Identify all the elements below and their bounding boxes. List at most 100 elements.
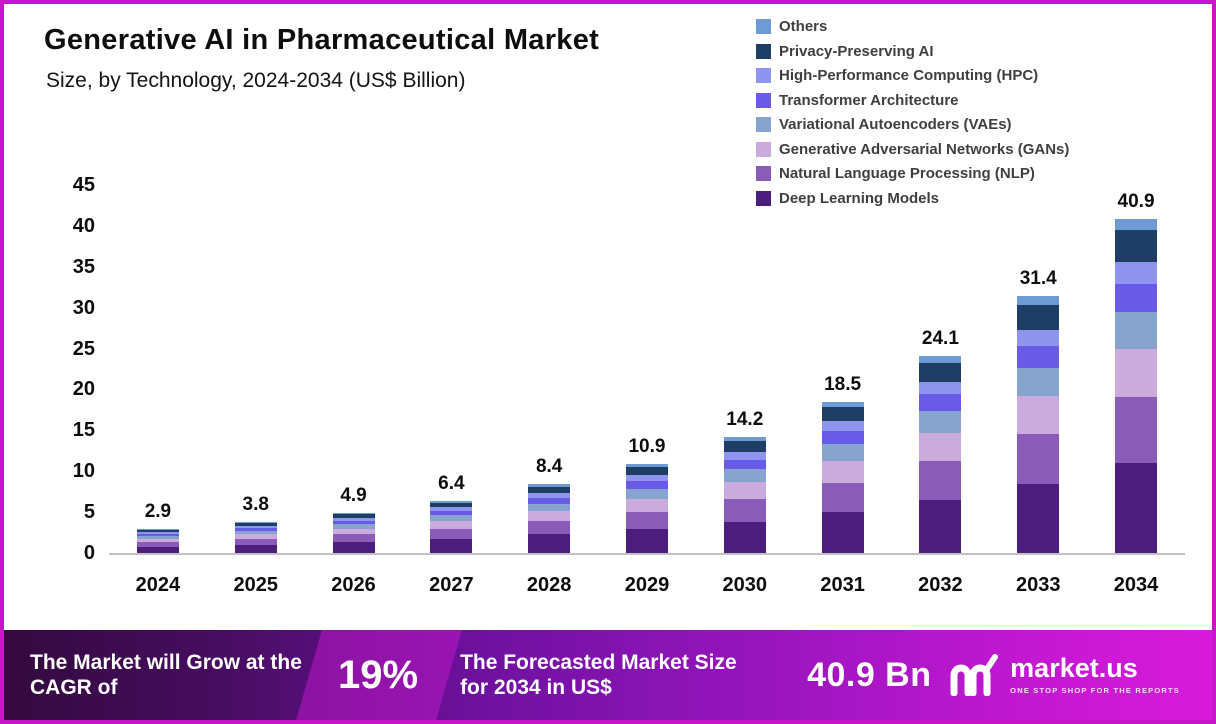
segment-generative-adversarial-networks-gans xyxy=(332,528,375,535)
segment-transformer-architecture xyxy=(1115,283,1158,313)
x-tick-label-2028: 2028 xyxy=(526,574,572,596)
chart-legend: Others Privacy-Preserving AI High-Performa… xyxy=(756,18,1069,207)
segment-privacy-preserving-ai xyxy=(919,362,962,382)
brand-name: market.us xyxy=(1010,653,1138,683)
segment-others xyxy=(723,436,766,442)
y-tick-label-40: 40 xyxy=(72,214,95,237)
segment-generative-adversarial-networks-gans xyxy=(430,521,473,529)
segment-generative-adversarial-networks-gans xyxy=(919,432,962,462)
legend-item-natural-language-processing-nlp: Natural Language Processing (NLP) xyxy=(756,165,1069,182)
bar-2028: 8.4 xyxy=(500,187,598,553)
segment-high-performance-computing-hpc xyxy=(234,525,277,529)
bar-2025: 3.8 xyxy=(207,187,305,553)
forecast-value: 40.9 Bn xyxy=(807,655,932,694)
bar-2030: 14.2 xyxy=(696,187,794,553)
segment-generative-adversarial-networks-gans xyxy=(1017,396,1060,434)
segment-transformer-architecture xyxy=(332,520,375,525)
y-tick-label-30: 30 xyxy=(72,296,95,319)
segment-high-performance-computing-hpc xyxy=(723,452,766,460)
segment-others xyxy=(430,500,473,503)
segment-high-performance-computing-hpc xyxy=(1115,262,1158,284)
segment-privacy-preserving-ai xyxy=(821,407,864,422)
bar-stack-2033 xyxy=(1017,296,1060,553)
y-tick-label-45: 45 xyxy=(72,174,95,196)
x-axis-labels: 2024 2025 2026 2027 2028 2029 2030 2031 2032 2033… xyxy=(109,574,1185,597)
segment-generative-adversarial-networks-gans xyxy=(1115,349,1158,398)
bar-stack-2025 xyxy=(234,522,277,553)
y-tick-label-35: 35 xyxy=(72,255,95,278)
bar-stack-2032 xyxy=(919,355,962,553)
segment-variational-autoencoders-vaes xyxy=(332,524,375,529)
segment-variational-autoencoders-vaes xyxy=(625,488,668,499)
legend-swatch-icon xyxy=(756,43,771,59)
segment-transformer-architecture xyxy=(136,533,179,536)
x-tick-label-2024: 2024 xyxy=(135,574,181,596)
bar-stack-2034 xyxy=(1115,218,1158,553)
x-tick-label-2026: 2026 xyxy=(331,574,376,596)
segment-deep-learning-models xyxy=(919,499,962,553)
segment-privacy-preserving-ai xyxy=(723,441,766,453)
segment-variational-autoencoders-vaes xyxy=(919,411,962,433)
segment-transformer-architecture xyxy=(625,481,668,489)
bar-stack-2029 xyxy=(625,463,668,553)
bar-2027: 6.4 xyxy=(402,187,500,553)
bar-total-label-2029: 10.9 xyxy=(628,435,666,457)
segment-transformer-architecture xyxy=(723,459,766,470)
legend-swatch-icon xyxy=(756,166,771,181)
segment-natural-language-processing-nlp xyxy=(625,511,668,529)
segment-natural-language-processing-nlp xyxy=(821,482,864,513)
segment-variational-autoencoders-vaes xyxy=(821,444,864,461)
segment-high-performance-computing-hpc xyxy=(136,532,179,534)
legend-label: High-Performance Computing (HPC) xyxy=(779,67,1039,84)
segment-natural-language-processing-nlp xyxy=(919,461,962,500)
segment-deep-learning-models xyxy=(1115,462,1158,553)
segment-natural-language-processing-nlp xyxy=(528,521,571,535)
segment-high-performance-computing-hpc xyxy=(1017,329,1060,347)
legend-swatch-icon xyxy=(756,190,771,206)
segment-others xyxy=(821,401,864,408)
bar-2034: 40.9 xyxy=(1087,187,1185,553)
bar-stack-2031 xyxy=(821,401,864,553)
footer-banner: The Market will Grow at the CAGR of 19% … xyxy=(4,630,1212,720)
x-tick-label-2027: 2027 xyxy=(429,574,474,596)
segment-privacy-preserving-ai xyxy=(332,514,375,519)
x-tick-label-2033: 2033 xyxy=(1015,574,1061,596)
segment-deep-learning-models xyxy=(821,512,864,553)
segment-natural-language-processing-nlp xyxy=(723,499,766,522)
bar-total-label-2033: 31.4 xyxy=(1019,268,1057,290)
bar-total-label-2031: 18.5 xyxy=(824,373,862,395)
segment-deep-learning-models xyxy=(528,534,571,553)
segment-transformer-architecture xyxy=(919,394,962,412)
segment-privacy-preserving-ai xyxy=(430,502,473,508)
bar-stack-2024 xyxy=(136,529,179,553)
bar-total-label-2030: 14.2 xyxy=(726,408,764,430)
bar-2026: 4.9 xyxy=(305,187,403,553)
segment-variational-autoencoders-vaes xyxy=(1017,368,1060,397)
segment-natural-language-processing-nlp xyxy=(430,528,473,539)
segment-deep-learning-models xyxy=(1017,483,1060,553)
legend-swatch-icon xyxy=(756,68,771,83)
bar-total-label-2032: 24.1 xyxy=(921,327,959,349)
bar-total-label-2025: 3.8 xyxy=(242,494,269,515)
bar-total-label-2026: 4.9 xyxy=(340,484,367,506)
segment-deep-learning-models xyxy=(234,544,277,553)
segment-others xyxy=(234,522,277,524)
segment-deep-learning-models xyxy=(723,521,766,553)
segment-privacy-preserving-ai xyxy=(234,523,277,526)
segment-natural-language-processing-nlp xyxy=(136,541,179,547)
segment-others xyxy=(332,512,375,515)
segment-generative-adversarial-networks-gans xyxy=(821,460,864,483)
segment-generative-adversarial-networks-gans xyxy=(234,534,277,539)
segment-transformer-architecture xyxy=(234,528,277,531)
segment-privacy-preserving-ai xyxy=(625,466,668,476)
segment-others xyxy=(1017,296,1060,306)
segment-others xyxy=(919,355,962,363)
plot-area: 0 5 10 15 20 25 30 35 40 45 2.9 3.8 4.9 6.4 8.4 10.9 14… xyxy=(73,174,1185,564)
legend-item-variational-autoencoders-vaes: Variational Autoencoders (VAEs) xyxy=(756,116,1069,133)
legend-label: Variational Autoencoders (VAEs) xyxy=(779,116,1012,133)
y-tick-label-5: 5 xyxy=(83,501,95,524)
segment-variational-autoencoders-vaes xyxy=(430,515,473,522)
y-tick-label-0: 0 xyxy=(83,542,95,564)
x-tick-label-2034: 2034 xyxy=(1113,574,1159,596)
